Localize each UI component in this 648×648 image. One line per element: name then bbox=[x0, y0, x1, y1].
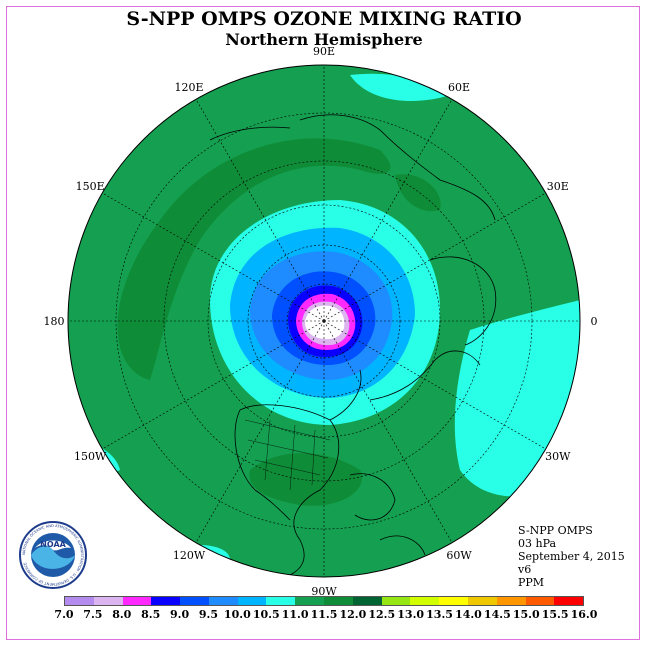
state-borders bbox=[244, 419, 331, 491]
colorbar-tick-label: 12.0 bbox=[339, 608, 367, 621]
info-date: September 4, 2015 bbox=[518, 550, 625, 563]
longitude-label: 120E bbox=[174, 81, 203, 94]
colorbar-tick-label: 12.5 bbox=[368, 608, 396, 621]
colorbar-swatch bbox=[180, 597, 209, 605]
meridian-line bbox=[323, 99, 453, 322]
colorbar-swatch bbox=[439, 597, 468, 605]
dark-band-west bbox=[117, 138, 391, 380]
colorbar-tick-label: 10.0 bbox=[223, 608, 251, 621]
colorbar-tick-label: 7.0 bbox=[54, 608, 74, 621]
dark-band-north bbox=[395, 174, 441, 212]
colorbar-swatch bbox=[266, 597, 296, 605]
colorbar bbox=[64, 596, 584, 606]
colorbar-tick-label: 14.0 bbox=[455, 608, 482, 621]
meridian-line bbox=[323, 320, 546, 450]
colorbar-swatch bbox=[352, 597, 382, 605]
info-pressure: 03 hPa bbox=[518, 537, 557, 550]
colorbar-tick-label: 8.0 bbox=[112, 608, 132, 621]
colorbar-swatch bbox=[324, 597, 353, 605]
logo-wordmark: NOAA bbox=[40, 540, 66, 549]
colorbar-swatch bbox=[554, 597, 584, 605]
colorbar-swatch bbox=[525, 597, 555, 605]
info-block: S-NPP OMPS 03 hPa September 4, 2015 v6 P… bbox=[518, 524, 625, 589]
meridian-line bbox=[102, 320, 325, 450]
colorbar-tick-label: 15.5 bbox=[541, 608, 569, 621]
longitude-label: 0 bbox=[591, 315, 598, 328]
ozone-field bbox=[68, 65, 580, 577]
figure-border bbox=[6, 6, 640, 640]
colorbar-swatch bbox=[467, 597, 497, 605]
colorbar-tick-label: 9.5 bbox=[198, 608, 219, 621]
meridian-line bbox=[195, 99, 325, 322]
noaa-logo: NOAA NATIONAL OCEANIC AND ATMOSPHERIC AD… bbox=[19, 521, 87, 589]
colorbar-tick-label: 13.5 bbox=[426, 608, 453, 621]
meridian-line bbox=[195, 320, 325, 543]
colorbar-tick-label: 9.0 bbox=[169, 608, 190, 621]
colorbar-swatch bbox=[496, 597, 526, 605]
colorbar-tick-label: 7.5 bbox=[83, 608, 103, 621]
colorbar-tick-label: 15.0 bbox=[512, 608, 540, 621]
colorbar-swatch bbox=[295, 597, 325, 605]
colorbar-swatch bbox=[410, 597, 440, 605]
cyan-patch-top bbox=[350, 73, 450, 101]
meridian-line bbox=[323, 192, 546, 322]
longitude-label: 150E bbox=[76, 180, 105, 193]
longitude-label: 180 bbox=[44, 315, 65, 328]
meridian-line bbox=[323, 320, 453, 543]
colorbar-swatch bbox=[93, 597, 123, 605]
colorbar-tick-label: 11.5 bbox=[310, 608, 338, 621]
colorbar-swatch bbox=[151, 597, 181, 605]
longitude-labels: 90E 60E 30E 0 30W 60W 90W 120W 150W 180 150E 120E bbox=[44, 45, 598, 598]
colorbar-tick-label: 16.0 bbox=[570, 608, 598, 621]
colorbar-swatch bbox=[237, 597, 267, 605]
graticule bbox=[68, 65, 580, 577]
colorbar-tick-label: 14.5 bbox=[483, 608, 511, 621]
meridian-line bbox=[102, 192, 325, 322]
colorbar-tick-label: 13.0 bbox=[397, 608, 425, 621]
info-units: PPM bbox=[518, 576, 545, 589]
cyan-patch-east bbox=[454, 300, 580, 497]
longitude-label: 120W bbox=[173, 549, 206, 562]
dark-band-south bbox=[249, 453, 362, 506]
colorbar-swatch bbox=[65, 597, 94, 605]
map-title: S-NPP OMPS OZONE MIXING RATIO bbox=[126, 8, 522, 30]
longitude-label: 90W bbox=[311, 585, 337, 598]
colorbar-swatch bbox=[208, 597, 238, 605]
colorbar-tick-label: 8.5 bbox=[141, 608, 161, 621]
longitude-label: 150W bbox=[74, 450, 107, 463]
longitude-label: 60W bbox=[446, 549, 472, 562]
colorbar-swatch bbox=[122, 597, 152, 605]
colorbar-tick-label: 10.5 bbox=[252, 608, 280, 621]
colorbar-tick-label: 11.0 bbox=[281, 608, 309, 621]
coastlines bbox=[209, 114, 497, 576]
map-subtitle: Northern Hemisphere bbox=[225, 30, 423, 49]
colorbar-labels: 7.0 7.5 8.0 8.5 9.0 9.5 10.0 10.5 11.0 11.5 12.0 12… bbox=[0, 608, 648, 622]
longitude-label: 90E bbox=[313, 45, 335, 58]
longitude-label: 60E bbox=[448, 81, 470, 94]
colorbar-swatch bbox=[381, 597, 411, 605]
info-version: v6 bbox=[518, 563, 532, 576]
longitude-label: 30W bbox=[545, 450, 571, 463]
info-instrument: S-NPP OMPS bbox=[518, 524, 593, 537]
longitude-label: 30E bbox=[547, 180, 569, 193]
map-outline bbox=[67, 64, 581, 578]
